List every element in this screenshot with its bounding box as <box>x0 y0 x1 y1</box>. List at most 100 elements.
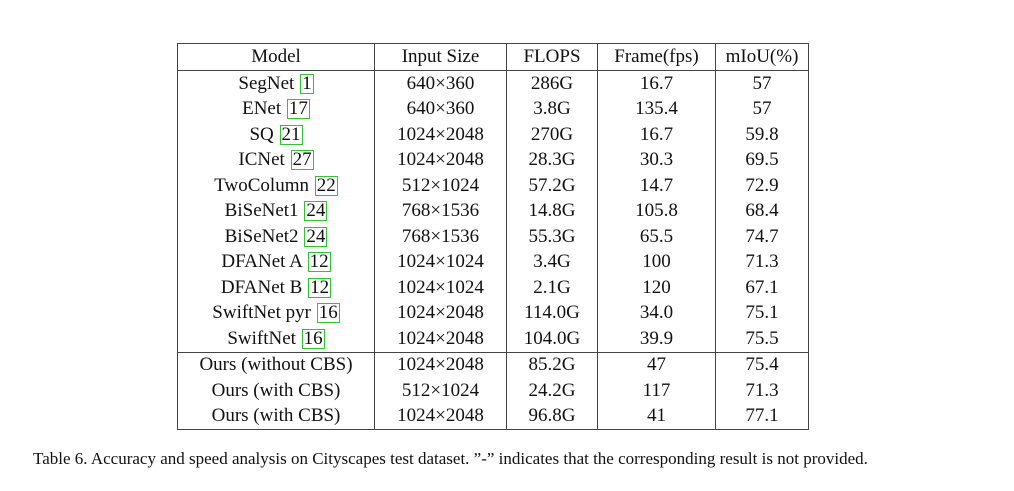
flops-cell: 57.2G <box>506 173 598 199</box>
header-miou: mIoU(%) <box>715 43 809 71</box>
input-size-cell: 768×1536 <box>374 198 507 224</box>
table-row: SwiftNet 16 1024×2048 104.0G 39.9 75.5 <box>177 326 809 352</box>
input-size-cell: 512×1024 <box>374 173 507 199</box>
input-size-cell: 1024×2048 <box>374 122 507 148</box>
model-cell: Ours (with CBS) <box>177 378 375 404</box>
model-cell: BiSeNet2 24 <box>177 224 375 250</box>
input-size-cell: 640×360 <box>374 96 507 122</box>
flops-cell: 28.3G <box>506 147 598 173</box>
model-cell: SQ 21 <box>177 122 375 148</box>
flops-cell: 270G <box>506 122 598 148</box>
citation-link[interactable]: 16 <box>316 302 340 324</box>
flops-cell: 24.2G <box>506 378 598 404</box>
fps-cell: 117 <box>597 378 716 404</box>
input-size-cell: 640×360 <box>374 70 507 97</box>
miou-cell: 75.4 <box>715 351 809 378</box>
model-cell: DFANet A 12 <box>177 249 375 275</box>
miou-cell: 71.3 <box>715 378 809 404</box>
citation-link[interactable]: 24 <box>304 200 328 222</box>
header-flops: FLOPS <box>506 43 598 71</box>
results-table: Model Input Size FLOPS Frame(fps) mIoU(%… <box>177 43 809 430</box>
input-size-cell: 1024×2048 <box>374 300 507 326</box>
input-size-cell: 1024×2048 <box>374 326 507 352</box>
model-name: SQ <box>249 123 274 145</box>
citation-link[interactable]: 12 <box>307 251 331 273</box>
fps-cell: 14.7 <box>597 173 716 199</box>
citation-link[interactable]: 17 <box>286 98 310 120</box>
flops-cell: 14.8G <box>506 198 598 224</box>
fps-cell: 39.9 <box>597 326 716 352</box>
table-row: BiSeNet1 24 768×1536 14.8G 105.8 68.4 <box>177 198 809 224</box>
model-name: ICNet <box>238 149 285 171</box>
table-row: TwoColumn 22 512×1024 57.2G 14.7 72.9 <box>177 173 809 199</box>
flops-cell: 96.8G <box>506 403 598 430</box>
miou-cell: 75.5 <box>715 326 809 352</box>
table-row: BiSeNet2 24 768×1536 55.3G 65.5 74.7 <box>177 224 809 250</box>
citation-link[interactable]: 16 <box>301 327 325 349</box>
flops-cell: 55.3G <box>506 224 598 250</box>
header-input-size: Input Size <box>374 43 507 71</box>
fps-cell: 41 <box>597 403 716 430</box>
table-row: ENet 17 640×360 3.8G 135.4 57 <box>177 96 809 122</box>
model-name: DFANet A <box>221 251 302 273</box>
citation-link[interactable]: 21 <box>279 123 303 145</box>
input-size-cell: 1024×1024 <box>374 249 507 275</box>
citation-link[interactable]: 27 <box>290 149 314 171</box>
model-cell: ENet 17 <box>177 96 375 122</box>
input-size-cell: 768×1536 <box>374 224 507 250</box>
model-name: SwiftNet pyr <box>212 302 311 324</box>
flops-cell: 85.2G <box>506 351 598 378</box>
miou-cell: 75.1 <box>715 300 809 326</box>
miou-cell: 57 <box>715 96 809 122</box>
header-model: Model <box>177 43 375 71</box>
header-row: Model Input Size FLOPS Frame(fps) mIoU(%… <box>177 43 809 71</box>
input-size-cell: 1024×1024 <box>374 275 507 301</box>
model-cell: Ours (without CBS) <box>177 351 375 378</box>
table-caption: Table 6. Accuracy and speed analysis on … <box>33 449 868 468</box>
model-cell: BiSeNet1 24 <box>177 198 375 224</box>
fps-cell: 47 <box>597 351 716 378</box>
table-row: ICNet 27 1024×2048 28.3G 30.3 69.5 <box>177 147 809 173</box>
model-name: TwoColumn <box>214 174 309 196</box>
flops-cell: 286G <box>506 70 598 97</box>
table-row: SwiftNet pyr 16 1024×2048 114.0G 34.0 75… <box>177 300 809 326</box>
table-row: DFANet B 12 1024×1024 2.1G 120 67.1 <box>177 275 809 301</box>
model-cell: ICNet 27 <box>177 147 375 173</box>
miou-cell: 68.4 <box>715 198 809 224</box>
flops-cell: 3.4G <box>506 249 598 275</box>
citation-link[interactable]: 24 <box>304 225 328 247</box>
fps-cell: 30.3 <box>597 147 716 173</box>
flops-cell: 104.0G <box>506 326 598 352</box>
model-name: BiSeNet2 <box>224 225 299 247</box>
header-frame-fps: Frame(fps) <box>597 43 716 71</box>
citation-link[interactable]: 22 <box>314 174 338 196</box>
fps-cell: 16.7 <box>597 122 716 148</box>
model-cell: SwiftNet 16 <box>177 326 375 352</box>
table-row: SQ 21 1024×2048 270G 16.7 59.8 <box>177 122 809 148</box>
fps-cell: 105.8 <box>597 198 716 224</box>
table-row: Ours (without CBS) 1024×2048 85.2G 47 75… <box>177 351 809 378</box>
miou-cell: 69.5 <box>715 147 809 173</box>
miou-cell: 57 <box>715 70 809 97</box>
miou-cell: 71.3 <box>715 249 809 275</box>
citation-link[interactable]: 1 <box>300 72 314 94</box>
miou-cell-best: 77.1 <box>715 403 809 430</box>
model-cell: TwoColumn 22 <box>177 173 375 199</box>
model-name: SwiftNet <box>227 327 296 349</box>
miou-cell: 72.9 <box>715 173 809 199</box>
input-size-cell: 1024×2048 <box>374 351 507 378</box>
model-cell: Ours (with CBS) <box>177 403 375 430</box>
model-cell: SegNet 1 <box>177 70 375 97</box>
miou-cell: 59.8 <box>715 122 809 148</box>
model-name: ENet <box>242 98 282 120</box>
flops-cell: 114.0G <box>506 300 598 326</box>
model-cell: SwiftNet pyr 16 <box>177 300 375 326</box>
citation-link[interactable]: 12 <box>308 276 332 298</box>
model-name: SegNet <box>238 72 295 94</box>
table-row: Ours (with CBS) 512×1024 24.2G 117 71.3 <box>177 378 809 404</box>
table-row: Ours (with CBS) 1024×2048 96.8G 41 77.1 <box>177 403 809 430</box>
fps-cell: 34.0 <box>597 300 716 326</box>
fps-cell: 135.4 <box>597 96 716 122</box>
table-row: DFANet A 12 1024×1024 3.4G 100 71.3 <box>177 249 809 275</box>
miou-cell: 74.7 <box>715 224 809 250</box>
